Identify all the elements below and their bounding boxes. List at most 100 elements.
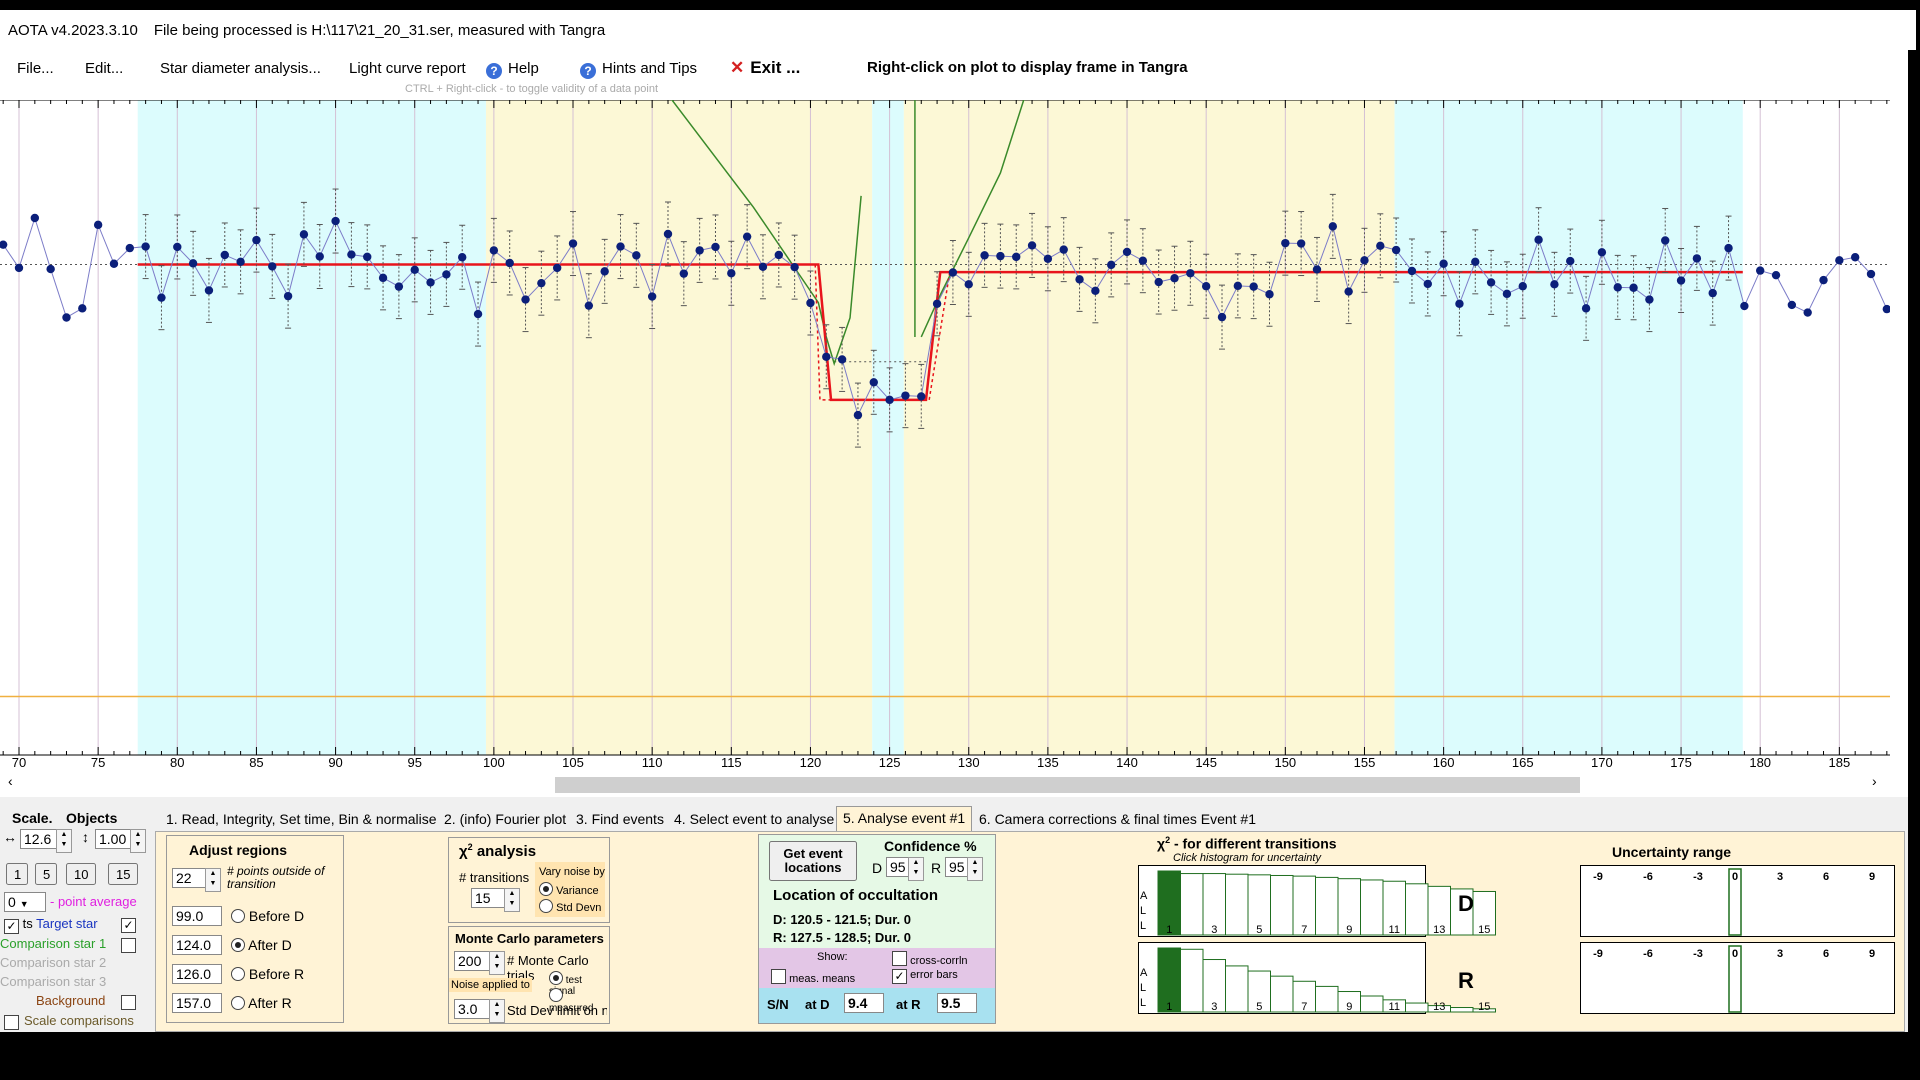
x-scale-input[interactable]: 12.6	[20, 829, 58, 849]
y-scale-spinner[interactable]: ▲ ▼	[130, 829, 146, 853]
chi2-histograms[interactable]: ALL 1 3 5 7 9 11 13 15D ALL 1 3 5 7 9 11 13 15R	[1138, 865, 1508, 1021]
before-d-radio[interactable]	[231, 909, 245, 923]
location-title: Location of occultation	[773, 887, 938, 904]
points-checkbox[interactable]: ✓	[4, 919, 19, 934]
data-point	[742, 232, 752, 241]
data-point	[299, 230, 309, 239]
transitions-input[interactable]: 15	[471, 888, 505, 908]
before-r-radio[interactable]	[231, 967, 245, 981]
data-point	[1835, 256, 1844, 265]
zoom-15-button[interactable]: 15	[108, 863, 138, 885]
scale-comparisons-checkbox[interactable]	[4, 1015, 19, 1030]
meas-means-option[interactable]: meas. means	[771, 969, 855, 985]
event-location-panel: Get event locations Confidence % D 95 ▲ ▼…	[758, 834, 996, 1024]
cross-corr-checkbox[interactable]	[892, 951, 907, 966]
meas-means-label: meas. means	[789, 973, 856, 985]
x-tick-label: 175	[1670, 755, 1692, 770]
monte-carlo-trials-input[interactable]: 200	[454, 951, 490, 971]
after-r-input[interactable]: 157.0	[172, 993, 222, 1013]
light-curve-plot[interactable]: 70 75 80 85 90 95 100 105 110 115 120 125 130 135 140 1…	[0, 100, 1890, 770]
tab-camera-corrections[interactable]: 6. Camera corrections & final times Even…	[979, 811, 1257, 827]
comparison-star-1-label: Comparison star 1	[0, 936, 107, 951]
points-outside-input[interactable]: 22	[172, 868, 206, 888]
tab-fourier[interactable]: 2. (info) Fourier plot	[444, 811, 567, 827]
before-r-input[interactable]: 126.0	[172, 964, 222, 984]
tab-find-events[interactable]: 3. Find events	[576, 811, 664, 827]
tab-select-event[interactable]: 4. Select event to analyse	[674, 811, 835, 827]
data-point	[1534, 235, 1543, 244]
zoom-10-button[interactable]: 10	[66, 863, 96, 885]
tab-read[interactable]: 1. Read, Integrity, Set time, Bin & norm…	[166, 811, 437, 827]
after-r-radio[interactable]	[231, 996, 245, 1010]
zoom-1-button[interactable]: 1	[6, 863, 28, 885]
after-r-option[interactable]: After R	[231, 995, 292, 1011]
variance-option[interactable]: Variance	[539, 882, 599, 897]
menu-file[interactable]: File...	[17, 60, 54, 77]
points-outside-spinner[interactable]: ▲ ▼	[205, 868, 221, 892]
target-star-row[interactable]: ✓ ts Target star	[4, 916, 98, 934]
monte-carlo-trials-spinner[interactable]: ▲ ▼	[489, 951, 505, 975]
test-signal-radio[interactable]	[549, 971, 563, 985]
y-scale-input[interactable]: 1.00	[95, 829, 133, 849]
scrollbar-thumb[interactable]	[555, 777, 1580, 793]
error-bars-checkbox[interactable]: ✓	[892, 969, 907, 984]
histogram-tick-label: 1	[1166, 924, 1172, 936]
before-r-option[interactable]: Before R	[231, 966, 304, 982]
get-event-locations-button[interactable]: Get event locations	[769, 841, 857, 881]
uncertainty-marker	[1728, 868, 1742, 936]
data-point	[14, 263, 24, 273]
before-d-input[interactable]: 99.0	[172, 906, 222, 926]
uncertainty-plots[interactable]: -9 -6 -3 0 3 6 9 -9 -6 -3 0 3 6 9	[1580, 865, 1896, 1021]
data-point	[521, 295, 530, 304]
data-point	[1360, 256, 1369, 265]
confidence-r-spinner[interactable]: ▲ ▼	[967, 857, 983, 881]
scroll-right-icon[interactable]: ›	[1872, 773, 1877, 789]
after-d-option[interactable]: After D	[231, 937, 292, 953]
histogram-bar	[1405, 1002, 1429, 1013]
comparison-star-1-checkbox[interactable]	[121, 938, 136, 953]
data-point	[1344, 287, 1353, 296]
x-tick-label: 125	[879, 755, 901, 770]
transitions-label: # transitions	[459, 870, 530, 885]
background-checkbox[interactable]	[121, 995, 136, 1010]
target-star-checkbox[interactable]: ✓	[121, 918, 136, 933]
confidence-r-input[interactable]: 95	[945, 857, 969, 877]
x-tick-label: 160	[1433, 755, 1455, 770]
monte-carlo-title: Monte Carlo parameters	[455, 931, 604, 946]
point-average-select[interactable]: 0 ▼	[4, 892, 46, 912]
after-d-input[interactable]: 124.0	[172, 935, 222, 955]
std-devn-radio[interactable]	[539, 899, 553, 913]
cross-corr-option[interactable]: cross-corrln	[892, 951, 968, 967]
tab-analyse-event[interactable]: 5. Analyse event #1	[836, 806, 973, 833]
menu-edit[interactable]: Edit...	[85, 60, 124, 77]
after-d-radio[interactable]	[231, 938, 245, 952]
meas-means-checkbox[interactable]	[771, 969, 786, 984]
menu-star-diameter[interactable]: Star diameter analysis...	[160, 60, 321, 77]
std-limit-input[interactable]: 3.0	[454, 999, 490, 1019]
confidence-d-input[interactable]: 95	[886, 857, 910, 877]
transitions-spinner[interactable]: ▲ ▼	[504, 888, 520, 912]
model-confidence-line	[814, 264, 836, 401]
data-point	[917, 392, 926, 401]
measured-option[interactable]: measured	[549, 988, 609, 1014]
plot-scrollbar[interactable]: ‹ ›	[0, 767, 1890, 797]
menu-help[interactable]: ? Help	[486, 60, 539, 79]
sn-box: S/N at D 9.4 at R 9.5	[759, 988, 995, 1023]
variance-radio[interactable]	[539, 882, 553, 896]
adjust-regions-panel: Adjust regions 22 ▲ ▼ # points outside of…	[166, 835, 344, 1023]
std-limit-spinner[interactable]: ▲ ▼	[489, 999, 505, 1023]
menu-exit[interactable]: ✕ Exit ...	[730, 58, 800, 78]
scroll-left-icon[interactable]: ‹	[8, 773, 13, 789]
confidence-d-spinner[interactable]: ▲ ▼	[908, 857, 924, 881]
std-devn-option[interactable]: Std Devn	[539, 899, 601, 914]
menu-hints[interactable]: ? Hints and Tips	[580, 60, 697, 79]
data-point	[1312, 265, 1322, 274]
measured-radio[interactable]	[549, 988, 563, 1002]
data-point	[1027, 241, 1037, 250]
error-bars-option[interactable]: ✓ error bars	[892, 969, 958, 984]
menu-light-curve-report[interactable]: Light curve report	[349, 60, 466, 77]
x-scale-spinner[interactable]: ▲ ▼	[56, 829, 72, 853]
zoom-5-button[interactable]: 5	[35, 863, 57, 885]
before-d-option[interactable]: Before D	[231, 908, 304, 924]
x-tick-label: 115	[721, 755, 742, 770]
